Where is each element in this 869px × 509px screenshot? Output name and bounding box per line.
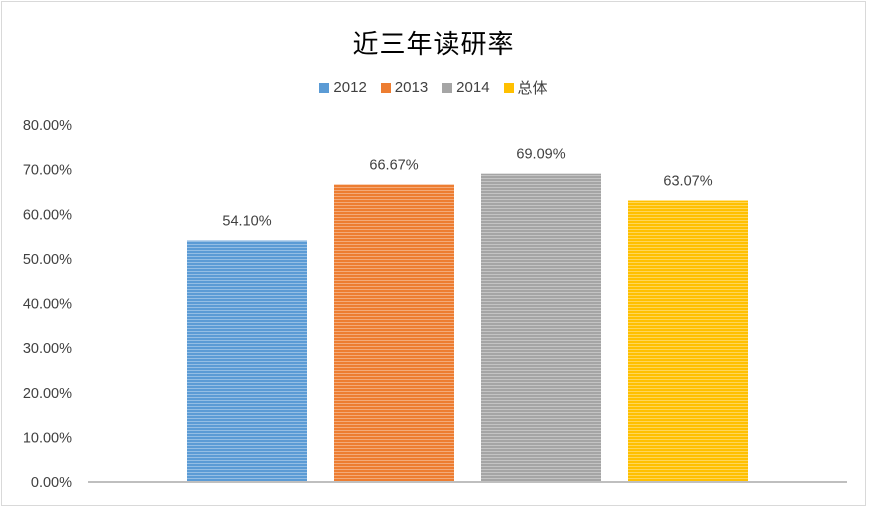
- bar-texture-总体: [628, 200, 748, 483]
- legend-label-overall: 总体: [517, 80, 548, 97]
- bar-texture-2014: [481, 173, 601, 482]
- legend-item-overall: 总体: [503, 77, 548, 98]
- legend-label-2013: 2013: [394, 79, 429, 96]
- legend-swatch-2013: [380, 82, 391, 93]
- legend-swatch-2014: [442, 82, 453, 93]
- y-axis: 0.00% 10.00% 20.00% 30.00% 40.00% 50.00% 60.00…: [23, 118, 72, 491]
- data-label-2014: 69.09%: [516, 147, 565, 163]
- y-tick-label: 40.00%: [23, 297, 72, 313]
- legend-item-2013: 2013: [380, 77, 429, 98]
- data-label-2012: 54.10%: [222, 214, 271, 230]
- data-label-2013: 66.67%: [369, 157, 418, 173]
- y-tick-label: 20.00%: [23, 386, 72, 402]
- legend-swatch-overall: [503, 82, 514, 93]
- y-tick-label: 50.00%: [23, 252, 72, 268]
- bar-texture-2013: [334, 184, 454, 483]
- bar-texture-2012: [187, 240, 307, 482]
- legend-item-2014: 2014: [442, 77, 490, 98]
- y-tick-label: 30.00%: [23, 341, 72, 357]
- legend-label-2014: 2014: [456, 79, 490, 96]
- y-tick-label: 10.00%: [23, 430, 72, 446]
- legend-item-2012: 2012: [319, 77, 367, 98]
- legend-swatch-2012: [319, 82, 330, 93]
- y-tick-label: 60.00%: [23, 207, 72, 223]
- legend: 2012 2013 2014 总体: [2, 77, 865, 98]
- legend-label-2012: 2012: [333, 79, 367, 96]
- data-label-总体: 63.07%: [663, 174, 712, 190]
- y-tick-label: 70.00%: [23, 163, 72, 179]
- y-tick-label: 80.00%: [23, 118, 72, 134]
- bars: 54.10% 66.67% 69.09% 63.07%: [187, 147, 748, 483]
- y-tick-label: 0.00%: [31, 475, 72, 491]
- chart-title: 近三年读研率: [352, 30, 515, 60]
